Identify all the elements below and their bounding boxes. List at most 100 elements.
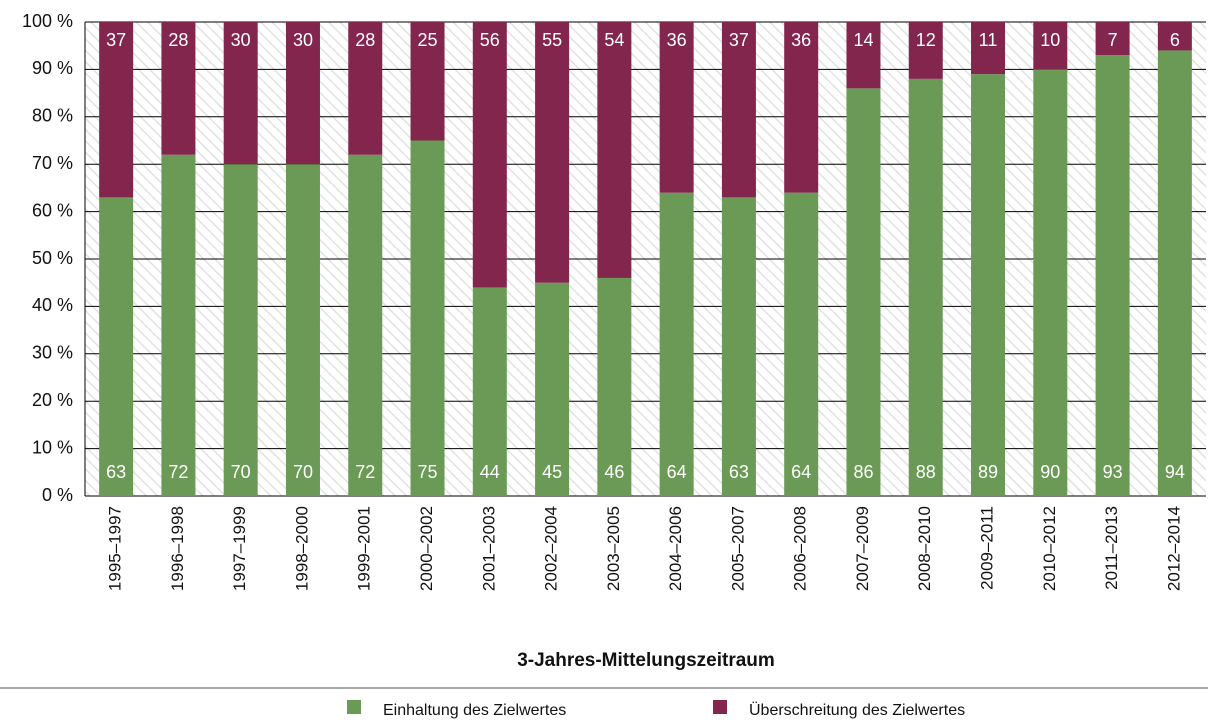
data-label: 7 — [1108, 30, 1118, 50]
bar-segment — [99, 197, 134, 496]
x-tick-label: 2012–2014 — [1164, 506, 1183, 591]
bar-segment — [161, 154, 196, 496]
y-tick-label: 100 % — [22, 11, 73, 31]
data-label: 11 — [979, 30, 998, 50]
data-label: 89 — [978, 462, 998, 482]
data-label: 63 — [729, 462, 749, 482]
bar-segment — [971, 22, 1006, 75]
data-label: 70 — [231, 462, 251, 482]
bar-segment — [1157, 22, 1192, 51]
data-label: 86 — [853, 462, 873, 482]
x-tick-label: 2002–2004 — [542, 506, 561, 591]
bar-segment — [659, 22, 694, 193]
bar-segment — [1095, 22, 1130, 56]
legend-swatch — [347, 700, 361, 714]
bar-segment — [472, 22, 507, 288]
data-label: 72 — [355, 462, 375, 482]
x-tick-label: 2005–2007 — [728, 506, 747, 591]
data-label: 37 — [729, 30, 749, 50]
bar-segment — [410, 22, 445, 141]
bar-segment — [1033, 69, 1068, 497]
x-tick-label: 1995–1997 — [106, 506, 125, 591]
bar-segment — [348, 22, 383, 155]
bar-segment — [908, 78, 943, 496]
x-tick-label: 2010–2012 — [1040, 506, 1059, 591]
data-label: 56 — [480, 30, 500, 50]
y-tick-label: 40 % — [32, 295, 73, 315]
x-axis-title: 3-Jahres-Mittelungszeitraum — [517, 650, 775, 671]
x-tick-label: 2011–2013 — [1102, 506, 1121, 590]
x-tick-label: 2009–2011 — [978, 506, 997, 590]
data-label: 36 — [791, 30, 811, 50]
y-tick-label: 0 % — [42, 485, 73, 505]
x-tick-label: 2001–2003 — [479, 506, 498, 591]
bar-segment — [659, 192, 694, 496]
data-label: 46 — [604, 462, 624, 482]
bar-segment — [908, 22, 943, 79]
data-label: 63 — [106, 462, 126, 482]
data-label: 75 — [418, 462, 438, 482]
y-tick-label: 30 % — [32, 343, 73, 363]
bar-segment — [348, 154, 383, 496]
bar-segment — [971, 74, 1006, 496]
bar-segment — [597, 22, 632, 278]
data-label: 10 — [1040, 30, 1060, 50]
x-tick-label: 2007–2009 — [853, 506, 872, 591]
bar-segment — [535, 22, 570, 283]
data-label: 30 — [293, 30, 313, 50]
data-label: 64 — [667, 462, 687, 482]
data-label: 28 — [355, 30, 375, 50]
x-tick-label: 2008–2010 — [915, 506, 934, 591]
bar-segment — [223, 22, 258, 165]
data-label: 12 — [916, 30, 936, 50]
bar-segment — [1033, 22, 1068, 70]
bar-segment — [223, 164, 258, 496]
y-tick-label: 80 % — [32, 106, 73, 126]
bar-segment — [410, 140, 445, 496]
bar-segment — [161, 22, 196, 155]
data-label: 44 — [480, 462, 500, 482]
data-label: 6 — [1170, 30, 1180, 50]
x-tick-label: 1997–1999 — [230, 506, 249, 591]
bar-segment — [535, 282, 570, 496]
data-label: 72 — [168, 462, 188, 482]
x-tick-label: 2006–2008 — [791, 506, 810, 591]
bar-segment — [597, 277, 632, 496]
bar-segment — [784, 192, 819, 496]
y-tick-label: 70 % — [32, 153, 73, 173]
y-tick-label: 60 % — [32, 200, 73, 220]
y-tick-label: 20 % — [32, 390, 73, 410]
bar-segment — [721, 197, 756, 496]
bar-segment — [1095, 55, 1130, 497]
legend-label: Überschreitung des Zielwertes — [749, 701, 965, 719]
x-tick-label: 1998–2000 — [292, 506, 311, 591]
data-label: 70 — [293, 462, 313, 482]
x-tick-label: 2004–2006 — [666, 506, 685, 591]
data-label: 94 — [1165, 462, 1185, 482]
bar-segment — [721, 22, 756, 198]
y-tick-label: 90 % — [32, 58, 73, 78]
y-tick-label: 50 % — [32, 248, 73, 268]
bar-segment — [846, 88, 881, 497]
data-label: 37 — [106, 30, 126, 50]
bar-segment — [285, 22, 320, 165]
x-tick-label: 2000–2002 — [417, 506, 436, 591]
data-label: 64 — [791, 462, 811, 482]
bar-segment — [1157, 50, 1192, 496]
data-label: 45 — [542, 462, 562, 482]
bar-segment — [285, 164, 320, 496]
data-label: 90 — [1040, 462, 1060, 482]
data-label: 25 — [418, 30, 438, 50]
bar-segment — [784, 22, 819, 193]
x-tick-label: 1999–2001 — [355, 506, 374, 591]
data-label: 54 — [604, 30, 624, 50]
data-label: 88 — [916, 462, 936, 482]
data-label: 28 — [168, 30, 188, 50]
x-tick-label: 2003–2005 — [604, 506, 623, 591]
data-label: 14 — [853, 30, 873, 50]
data-label: 93 — [1103, 462, 1123, 482]
bar-segment — [99, 22, 134, 198]
bar-segment — [472, 287, 507, 496]
data-label: 55 — [542, 30, 562, 50]
